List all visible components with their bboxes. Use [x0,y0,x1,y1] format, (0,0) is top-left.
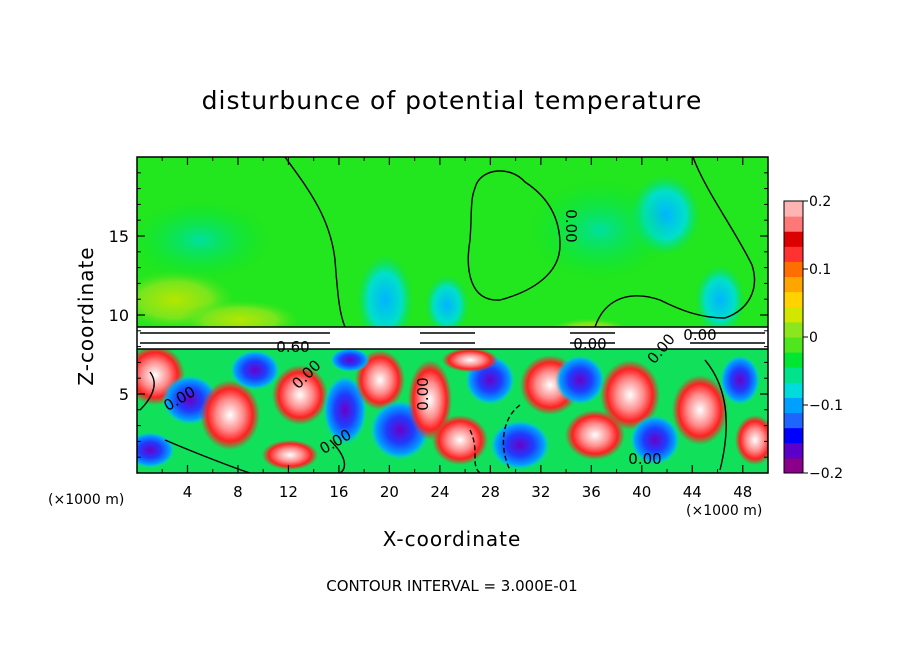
chart-title: disturbunce of potential temperature [201,86,703,115]
temperature-field [137,157,768,473]
colorbar-segment [784,382,803,398]
colorbar-segment [784,352,803,368]
x-tick-label: 48 [733,483,752,501]
field-blob [490,420,550,470]
contour-label: 0.60 [276,338,309,356]
field-blob [230,350,280,390]
colorbar-segment [784,201,803,217]
colorbar-segment [784,442,803,459]
colorbar-segment [784,231,803,247]
y-tick-label: 5 [119,385,129,404]
contour-lines [137,157,768,473]
field-blob [323,375,367,445]
x-tick-label: 20 [380,483,399,501]
colorbar-segment [784,216,803,232]
contour-lower-b [139,359,727,471]
colorbar-segment [784,397,803,414]
contour-zero-left [284,157,346,328]
x-axis-title: X-coordinate [382,527,522,551]
colorbar-segment [784,337,803,353]
field-blob [442,348,498,372]
contour-label: 0.00 [683,326,716,344]
x-tick-label: 12 [279,483,298,501]
colorbar-tick-label: −0.2 [809,466,843,482]
contour-zero-dome [467,170,561,301]
contour-label: 0.00 [573,335,606,353]
colorbar-tick-label: 0.2 [809,194,831,210]
contour-label: 0.00 [562,209,580,242]
field-blob [630,415,680,465]
contour-lower-a [469,404,521,473]
colorbar-tick-label: 0.1 [809,262,831,278]
colorbar-segment [784,427,803,444]
field-blob [695,265,745,335]
field-blob [432,415,488,465]
field-blob [330,348,370,372]
y-axis: 5 10 15 [109,172,768,458]
field-blob [672,375,728,445]
colorbar-segment [784,291,803,308]
colorbar-segment [784,261,803,278]
x-tick-label: 32 [531,483,550,501]
x-tick-label: 16 [329,483,348,501]
contour-zero-right [594,157,756,328]
contour-interval-note: CONTOUR INTERVAL = 3.000E-01 [326,577,578,595]
contour-label: 0.00 [628,450,661,468]
x-tick-label: 24 [430,483,449,501]
x-tick-label: 8 [233,483,243,501]
field-blob [357,255,413,345]
field-blob [555,355,605,405]
field-blob [137,432,175,468]
x-tick-label: 40 [632,483,651,501]
colorbar-segment [784,412,803,429]
colorbar-segment [784,246,803,262]
field-blob [720,355,760,405]
field-blob [272,365,328,425]
x-axis: 4 8 12 16 20 24 28 32 36 40 44 48 [161,157,752,501]
colorbar-segment [784,321,803,338]
field-blob [735,415,768,465]
colorbar-segment [784,457,803,474]
colorbar-segment [784,306,803,323]
colorbar-tick-label: 0 [809,330,818,346]
x-tick-label: 4 [183,483,193,501]
colorbar: 0.2 0.1 0 −0.1 −0.2 [783,194,843,482]
y-tick-label: 10 [109,306,129,325]
contour-lower-c [164,439,346,473]
colorbar-tick-label: −0.1 [809,398,843,414]
field-blob [425,275,469,335]
field-blob [600,360,660,430]
field-blob [262,440,318,470]
colorbar-segment [784,367,803,383]
y-tick-label: 15 [109,227,129,246]
field-blob [565,410,625,460]
field-blob [137,200,270,280]
field-blobs [137,175,768,470]
x-tick-label: 28 [481,483,500,501]
x-tick-label: 36 [582,483,601,501]
x-axis-unit-left: (×1000 m) [48,492,125,508]
x-tick-label: 44 [683,483,702,501]
y-axis-title: Z-coordinate [74,246,98,386]
x-axis-unit-right: (×1000 m) [686,503,763,519]
field-blob [530,180,670,280]
contour-label: 0.00 [414,377,432,410]
field-blob [408,360,452,440]
colorbar-segment [784,276,803,293]
field-blob [200,380,260,450]
